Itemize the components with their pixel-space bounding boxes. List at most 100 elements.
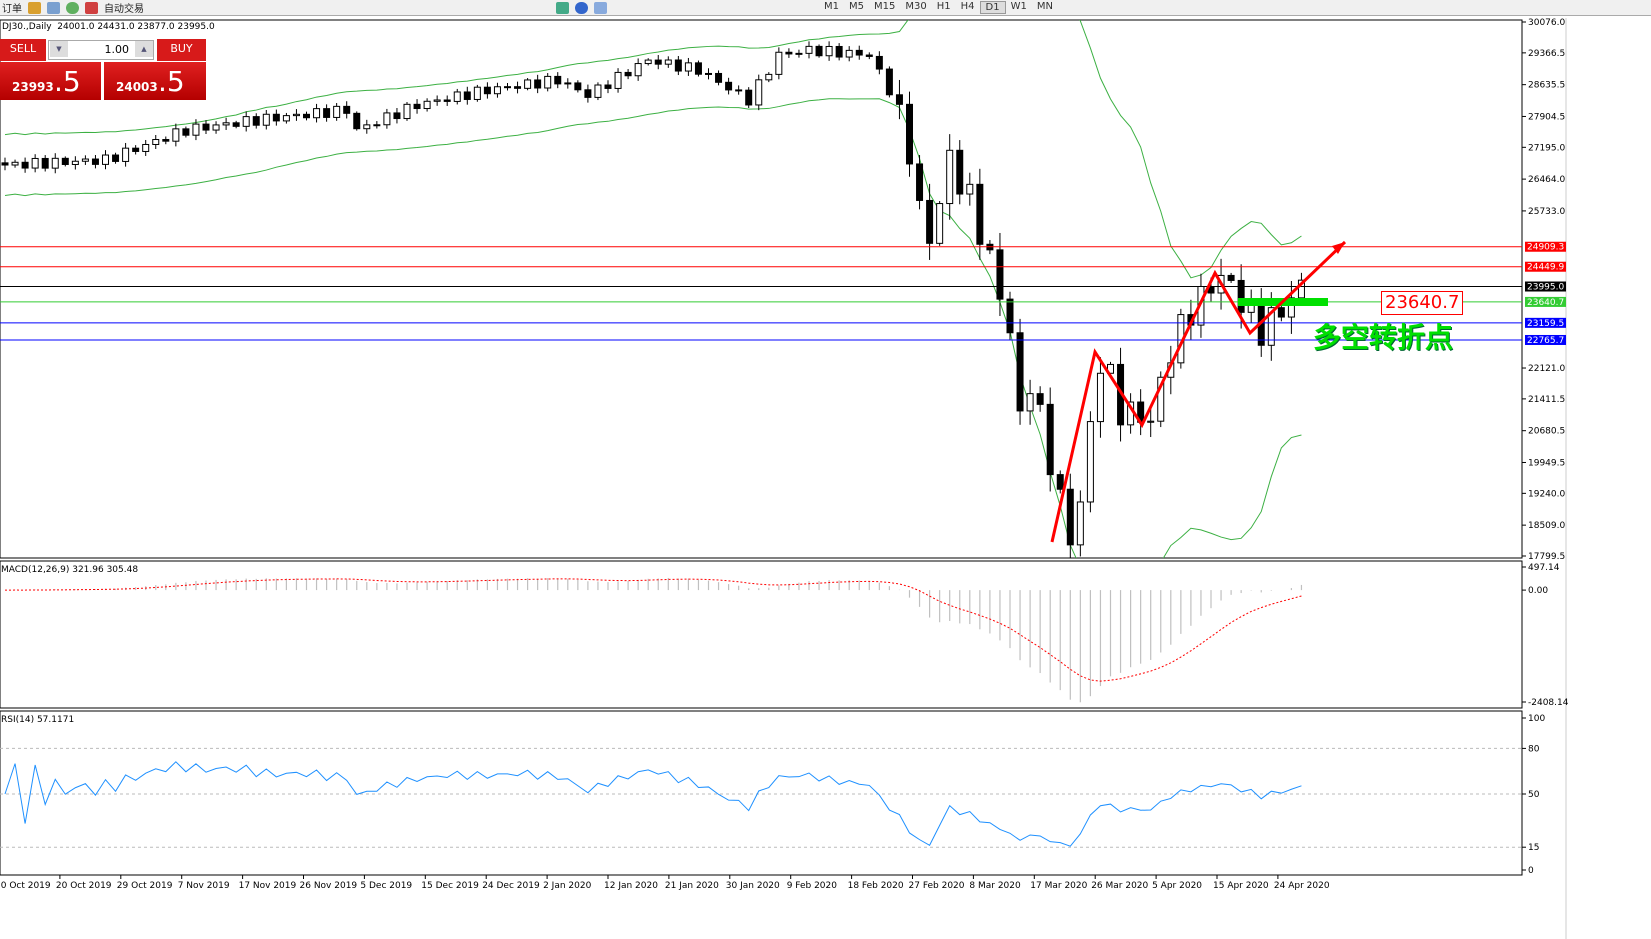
price-label: 23159.5: [1527, 319, 1564, 329]
date-tick-label: 5 Dec 2019: [360, 881, 412, 891]
buy-price[interactable]: 24003.5: [104, 62, 206, 100]
chart-canvas[interactable]: 30076.0 29366.5 28635.5 27904.5 27195.0 26464…: [0, 18, 1651, 939]
timeframe-m15[interactable]: M15: [874, 1, 896, 12]
candle-body: [473, 86, 481, 100]
candle-body: [735, 89, 743, 92]
template-icon[interactable]: [594, 1, 607, 14]
signal-icon[interactable]: [66, 1, 79, 14]
candle-body: [634, 63, 642, 77]
candle-body: [614, 71, 622, 89]
candle-body: [292, 113, 300, 117]
price-label: 23995.0: [1527, 283, 1564, 293]
new-chart-icon[interactable]: [556, 1, 569, 14]
date-tick-label: 30 Jan 2020: [726, 881, 780, 891]
candle-body: [122, 147, 130, 162]
buy-price-main: 24003: [116, 80, 158, 94]
timeframe-h4[interactable]: H4: [960, 1, 975, 12]
rsi-tick-label: 0: [1528, 866, 1534, 876]
lot-decrease-button[interactable]: ▼: [50, 41, 68, 57]
candle-body: [674, 59, 682, 72]
date-tick-label: 5 Apr 2020: [1152, 881, 1202, 891]
price-tick-label: 20680.5: [1528, 427, 1565, 437]
candle-body: [483, 86, 491, 95]
timeframe-m1[interactable]: M1: [824, 1, 839, 12]
candle-body: [463, 91, 471, 100]
gold-icon[interactable]: [28, 1, 41, 14]
candle-body: [564, 82, 572, 85]
history-icon[interactable]: [47, 1, 60, 14]
sell-price[interactable]: 23993.5: [0, 62, 101, 100]
candle-body: [202, 123, 210, 131]
candle-body: [694, 62, 702, 75]
price-label: 23640.7: [1527, 298, 1564, 308]
timeframe-mn[interactable]: MN: [1036, 1, 1053, 12]
candle-body: [232, 122, 240, 127]
candle-body: [745, 89, 753, 106]
date-tick-label: 2 Jan 2020: [543, 881, 591, 891]
price-tick-label: 26464.0: [1528, 175, 1565, 185]
candle-body: [313, 108, 321, 119]
candle-body: [855, 49, 863, 56]
candle-body: [725, 81, 733, 91]
candle-body: [11, 161, 19, 166]
clock-icon[interactable]: [575, 1, 588, 14]
date-tick-label: 20 Oct 2019: [56, 881, 112, 891]
candle-body: [1026, 393, 1034, 412]
timeframe-d1[interactable]: D1: [979, 1, 1006, 14]
price-tick-label: 27904.5: [1528, 112, 1565, 122]
lot-increase-button[interactable]: ▲: [135, 41, 153, 57]
candle-body: [71, 160, 79, 165]
candle-body: [1036, 393, 1044, 405]
chart-header: DJ30.,Daily 24001.0 24431.0 23877.0 2399…: [2, 22, 215, 32]
bollinger-lower: [4, 98, 1302, 558]
rsi-title: RSI(14) 57.1171: [1, 715, 74, 725]
candle-body: [845, 49, 853, 58]
candle-body: [705, 72, 712, 75]
price-tick-label: 19949.5: [1528, 458, 1565, 468]
candle-body: [493, 86, 501, 95]
timeframe-m30[interactable]: M30: [905, 1, 927, 12]
date-tick-label: 21 Jan 2020: [665, 881, 719, 891]
price-tick-label: 25733.0: [1528, 207, 1565, 217]
sell-button[interactable]: SELL: [0, 39, 46, 61]
candle-body: [363, 124, 371, 130]
arrow-head: [1332, 242, 1345, 254]
candle-body: [91, 158, 99, 165]
candle-body: [534, 79, 542, 89]
candle-body: [373, 124, 381, 127]
auto-trading-button[interactable]: 自动交易: [104, 4, 144, 15]
candle-body: [41, 157, 49, 169]
lot-size-input[interactable]: 1.00: [48, 40, 154, 60]
buy-button[interactable]: BUY: [157, 39, 206, 61]
candle-body: [1157, 376, 1165, 422]
timeframe-m5[interactable]: M5: [849, 1, 864, 12]
candle-body: [1076, 501, 1084, 546]
candle-body: [343, 105, 351, 114]
candle-body: [1046, 403, 1054, 476]
candle-body: [182, 128, 190, 136]
date-tick-label: 9 Feb 2020: [787, 881, 838, 891]
candle-body: [21, 161, 29, 169]
candle-body: [966, 183, 974, 195]
price-tick-label: 22121.0: [1528, 364, 1565, 374]
price-label-bg: [1525, 281, 1566, 292]
candle-body: [333, 105, 341, 118]
candle-body: [1096, 372, 1104, 423]
price-tick-label: 30076.0: [1528, 18, 1565, 28]
timeframe-h1[interactable]: H1: [936, 1, 951, 12]
candle-body: [956, 149, 964, 195]
candle-body: [252, 116, 260, 126]
timeframe-w1[interactable]: W1: [1010, 1, 1027, 12]
candle-body: [132, 147, 140, 152]
candle-body: [262, 113, 270, 126]
candle-body: [795, 52, 803, 55]
macd-tick-label: -2408.14: [1528, 698, 1569, 708]
rsi-tick-label: 100: [1528, 714, 1545, 724]
candle-body: [172, 128, 180, 142]
candle-body: [61, 157, 69, 165]
candle-body: [1237, 279, 1245, 313]
candle-body: [926, 199, 934, 244]
candle-body: [604, 84, 612, 89]
auto-trading-icon[interactable]: [85, 1, 98, 14]
new-order-button[interactable]: 订单: [2, 4, 22, 15]
